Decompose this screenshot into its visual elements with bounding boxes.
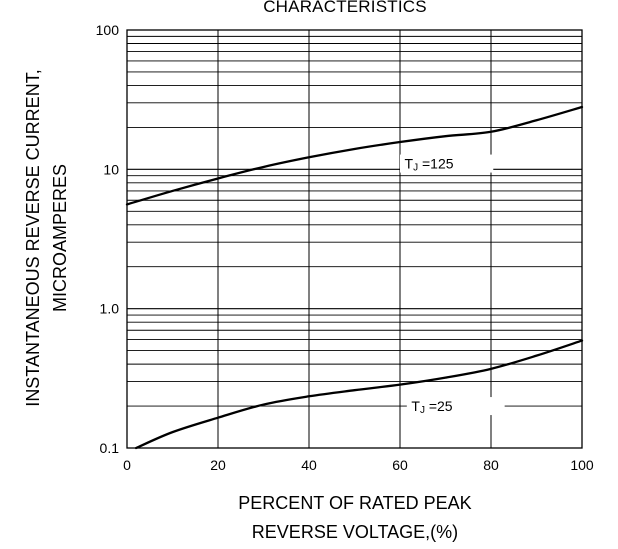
series-line-1: [125, 105, 584, 206]
series-label-subscript: J: [413, 163, 418, 174]
x-axis-title: PERCENT OF RATED PEAK REVERSE VOLTAGE,(%…: [238, 493, 471, 542]
series-label-symbol: T: [405, 156, 414, 172]
x-axis-title-line-1: PERCENT OF RATED PEAK: [238, 493, 471, 513]
series-label-background: [406, 397, 505, 416]
series-label-value: =25: [425, 398, 453, 414]
tick-labels: 0 20 40 60 80 100 0.1 1.0 10 100: [96, 22, 594, 473]
grid: [127, 30, 582, 448]
y-axis-title-line-1: INSTANTANEOUS REVERSE CURRENT,: [23, 69, 43, 406]
plot-frame: [126, 29, 583, 449]
y-tick-label: 10: [103, 161, 119, 177]
x-tick-label: 80: [483, 457, 499, 473]
series-line-2: [134, 339, 584, 450]
x-tick-label: 60: [392, 457, 408, 473]
series-label-value: =125: [418, 156, 454, 172]
y-tick-label: 1.0: [100, 301, 120, 317]
chart-title: CHARACTERISTICS: [263, 0, 427, 16]
x-tick-label: 100: [570, 457, 594, 473]
x-tick-label: 20: [210, 457, 226, 473]
series-label-background: [400, 154, 494, 173]
series-label-1: TJ =125: [405, 156, 454, 174]
x-tick-label: 40: [301, 457, 317, 473]
series-label-2: TJ =25: [411, 398, 452, 416]
y-axis-title-line-2: MICROAMPERES: [50, 164, 70, 312]
series-label-subscript: J: [420, 405, 425, 416]
series-label-symbol: T: [411, 398, 420, 414]
y-axis-title: INSTANTANEOUS REVERSE CURRENT, MICROAMPE…: [23, 69, 70, 406]
series-lines: [125, 105, 584, 450]
x-tick-label: 0: [123, 457, 131, 473]
y-tick-label: 0.1: [100, 440, 120, 456]
x-axis-title-line-2: REVERSE VOLTAGE,(%): [252, 522, 458, 542]
y-tick-label: 100: [96, 22, 120, 38]
